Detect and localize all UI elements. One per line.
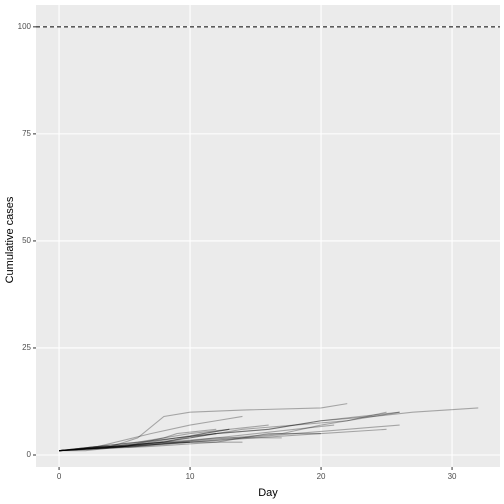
x-tick-label: 20 xyxy=(317,472,326,481)
trajectory-line xyxy=(58,433,217,452)
trajectory-line xyxy=(59,424,335,452)
y-tick-label: 50 xyxy=(22,236,31,245)
trajectory-line xyxy=(59,428,387,452)
x-axis-label: Day xyxy=(258,487,278,499)
trajectory-line xyxy=(59,433,322,452)
trajectory-line xyxy=(58,415,243,452)
y-tick-label: 75 xyxy=(22,129,31,138)
trajectory-line xyxy=(59,441,191,452)
trajectory-line xyxy=(58,428,217,452)
panel xyxy=(36,5,500,467)
trajectory-line xyxy=(59,437,282,452)
trajectory-line xyxy=(59,411,400,452)
y-tick-label: 25 xyxy=(22,343,31,352)
trajectory-line xyxy=(58,428,230,452)
trajectory-line xyxy=(59,411,400,452)
trajectory-line xyxy=(59,428,230,452)
x-tick-label: 10 xyxy=(186,472,195,481)
trajectory-line xyxy=(59,403,348,452)
y-tick-label: 0 xyxy=(27,450,32,459)
trajectory-line xyxy=(59,407,479,452)
trajectory-line xyxy=(59,424,400,452)
trajectory-line xyxy=(59,441,243,452)
trajectory-line xyxy=(59,424,269,452)
y-tick-label: 100 xyxy=(18,22,32,31)
y-axis-label: Cumulative cases xyxy=(4,196,16,283)
x-tick-label: 30 xyxy=(448,472,457,481)
trajectory-line xyxy=(59,411,387,452)
x-tick-label: 0 xyxy=(57,472,62,481)
